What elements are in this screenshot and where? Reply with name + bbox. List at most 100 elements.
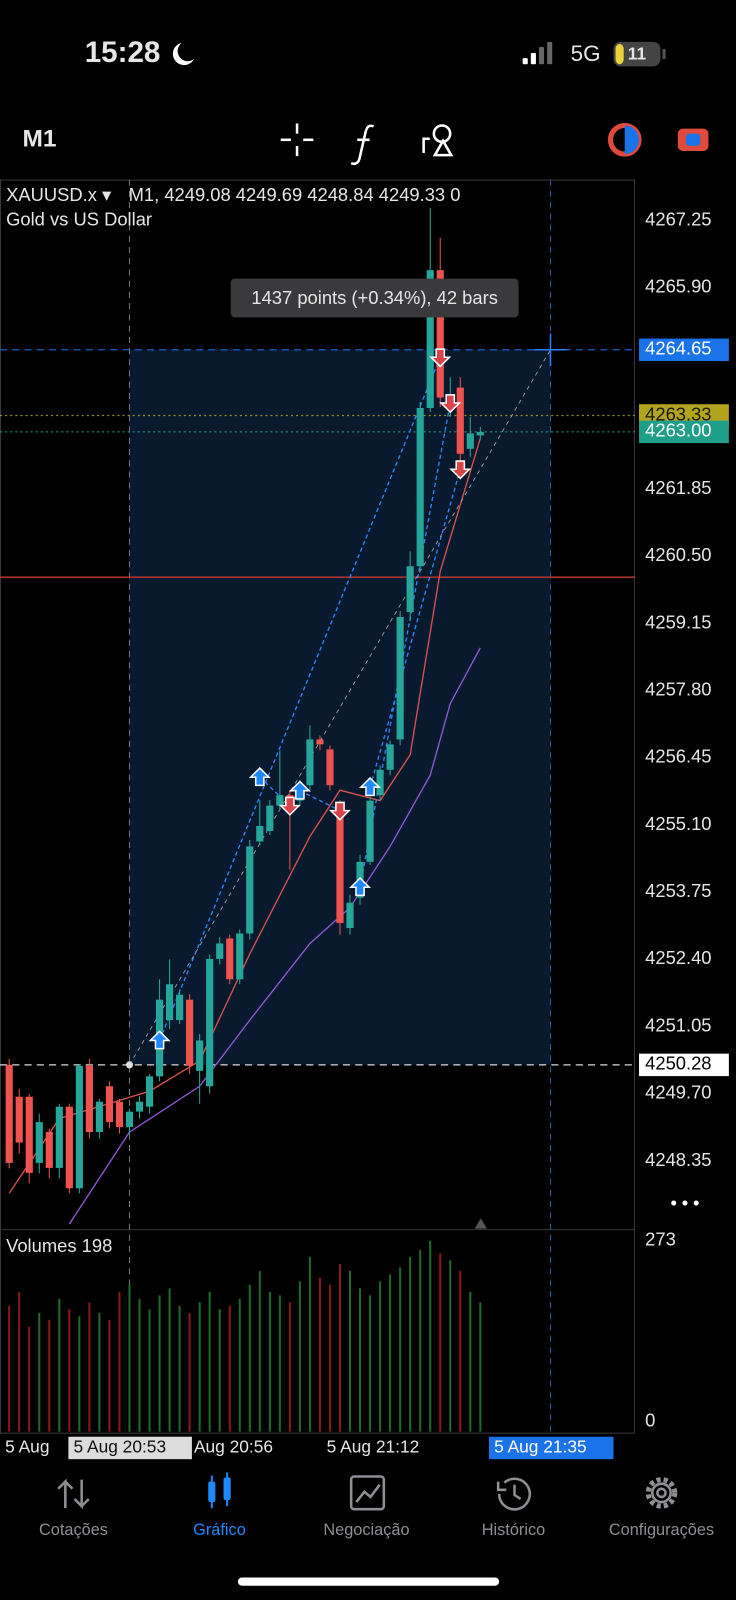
volume-bar [88, 1302, 91, 1432]
y-tick-label: 4260.50 [645, 544, 711, 565]
price-label-box [639, 338, 729, 362]
candle-body [326, 749, 334, 786]
trade-icon[interactable] [349, 1475, 386, 1511]
nav-label[interactable]: Cotações [39, 1521, 108, 1539]
y-tick-label: 4265.90 [645, 275, 711, 296]
candle-body [246, 846, 254, 934]
sell-arrow [439, 394, 462, 414]
clock: 15:28 [85, 36, 161, 69]
description: Gold vs US Dollar [6, 208, 152, 229]
time-highlight [488, 1436, 614, 1460]
y-tick-label: 4253.75 [645, 880, 711, 901]
candle-body [25, 1096, 33, 1173]
nav-label[interactable]: Gráfico [193, 1521, 246, 1539]
network: 5G [571, 41, 601, 66]
history-icon[interactable] [496, 1477, 532, 1511]
volume-bar [138, 1298, 141, 1432]
candle-body [115, 1101, 124, 1128]
volume-bar [288, 1302, 291, 1432]
volume-bar [18, 1291, 21, 1432]
time-label: 5 Aug [5, 1437, 49, 1457]
candle-body [266, 805, 274, 831]
candle-body [186, 999, 194, 1066]
trade-line [369, 469, 461, 788]
volume-bar [278, 1295, 281, 1432]
candle-body [196, 1040, 204, 1071]
trade-line [158, 356, 441, 1041]
buy-arrow [148, 1030, 171, 1050]
volume-bar [208, 1291, 211, 1432]
candle-body [125, 1111, 134, 1128]
time-label: 5 Aug 21:35 [494, 1437, 587, 1457]
settings-icon[interactable] [645, 1477, 678, 1509]
home-indicator [237, 1577, 500, 1586]
buy-arrow [288, 780, 311, 800]
candle-body [15, 1096, 23, 1143]
volume-tick-label: 0 [645, 1409, 655, 1430]
candle-body [466, 433, 474, 449]
volume-bar [118, 1291, 121, 1432]
chart-icon[interactable] [208, 1472, 231, 1509]
price-label-box [639, 420, 729, 444]
volume-bar [128, 1284, 131, 1432]
candle-body [166, 984, 174, 1021]
more-button[interactable] [671, 1200, 699, 1206]
battery [613, 41, 661, 67]
candle-body [336, 805, 344, 924]
objects-button[interactable] [422, 124, 454, 157]
candle-body [135, 1101, 144, 1112]
sell-arrow [278, 796, 301, 816]
volume-bar [38, 1312, 41, 1432]
volume-title: Volumes 198 [6, 1235, 112, 1256]
volume-bar [48, 1319, 51, 1432]
volume-bar [228, 1305, 231, 1432]
volume-tick-label: 273 [645, 1229, 676, 1250]
volume-bar [98, 1312, 101, 1432]
y-tick-label: 4252.40 [645, 947, 711, 968]
trade-line [359, 402, 451, 888]
moon-icon [172, 42, 194, 66]
volume-bar [308, 1256, 311, 1432]
buy-arrow [359, 776, 382, 797]
timeframe[interactable]: M1 [22, 125, 56, 152]
sell-arrow [449, 460, 472, 480]
quotes-icon[interactable] [57, 1478, 90, 1510]
volume-bar [338, 1263, 342, 1432]
indicators-button[interactable] [350, 124, 375, 166]
candle-body [65, 1106, 73, 1189]
candle-body [95, 1101, 103, 1133]
volume-bar [389, 1274, 392, 1432]
crosshair-button[interactable] [280, 123, 314, 157]
y-tick-label: 4248.35 [645, 1149, 711, 1170]
volume-bar [188, 1312, 191, 1432]
candle-body [206, 958, 214, 1087]
price-label: 4263.00 [645, 420, 711, 441]
nav-label[interactable]: Histórico [482, 1521, 545, 1539]
volume-bar [78, 1316, 81, 1432]
account-button[interactable] [607, 122, 642, 157]
battery-cap [662, 48, 666, 60]
y-tick-label: 4257.80 [645, 679, 711, 700]
y-tick-label: 4267.25 [645, 208, 711, 229]
nav-label[interactable]: Configurações [609, 1521, 714, 1539]
candle-body [55, 1106, 63, 1168]
volume-bar [459, 1270, 462, 1432]
trade-line [299, 790, 341, 812]
nav-label[interactable]: Negociação [323, 1521, 409, 1539]
candle-body [85, 1065, 93, 1133]
trade-button[interactable] [677, 128, 709, 152]
candle-body [5, 1064, 13, 1163]
measure-start [125, 1061, 134, 1069]
candle-body [35, 1122, 43, 1163]
volume-bar [419, 1249, 422, 1432]
volume-bar [108, 1319, 111, 1432]
price-label-box [639, 1053, 729, 1077]
tooltip: 1437 points (+0.34%), 42 bars [251, 287, 498, 308]
candle-body [416, 408, 424, 567]
symbol[interactable]: XAUUSD.x ▾ [6, 184, 111, 205]
buy-arrow [248, 766, 271, 787]
volume-bar [238, 1298, 241, 1432]
candle-body [145, 1076, 154, 1107]
volume-bar [439, 1253, 442, 1432]
